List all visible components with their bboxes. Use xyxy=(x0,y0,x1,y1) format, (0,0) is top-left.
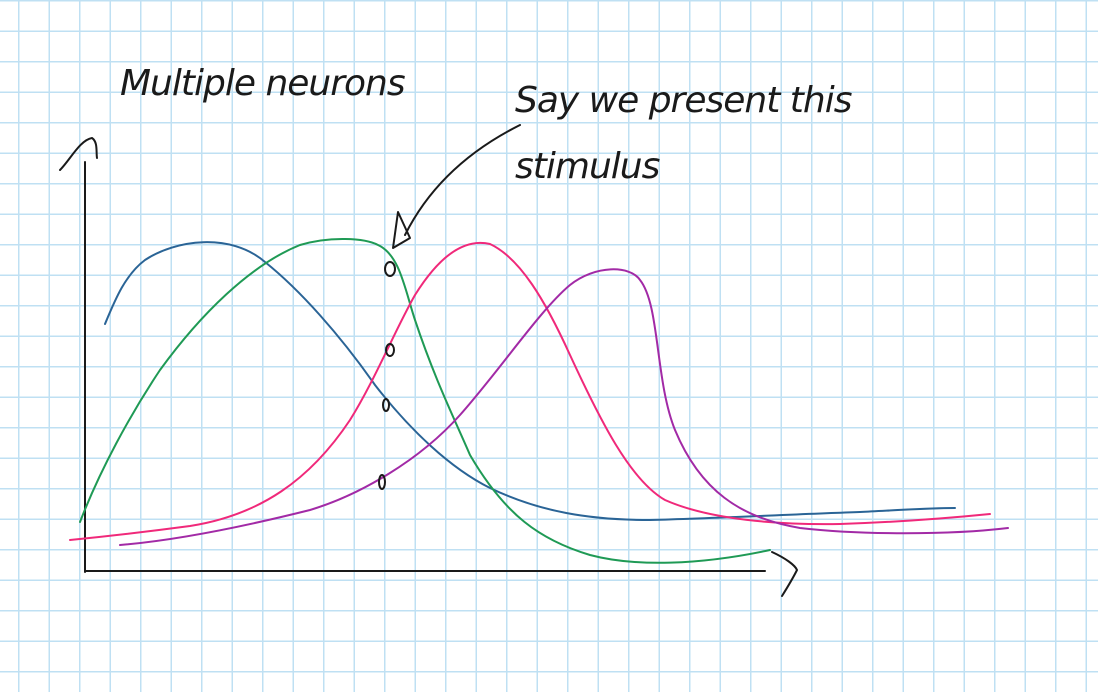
neuron-curve-blue xyxy=(104,241,956,521)
tuning-curves xyxy=(69,238,1009,564)
x-axis-arrow xyxy=(771,551,798,597)
neuron-curve-green xyxy=(79,238,771,564)
stimulus-marker-green xyxy=(384,261,396,277)
title-text: Multiple neurons xyxy=(120,63,405,104)
annotation-arrow xyxy=(392,124,521,249)
stimulus-marker-pink xyxy=(385,343,395,357)
stimulus-marker-purple xyxy=(378,474,386,490)
stimulus-markers xyxy=(378,261,396,490)
axes xyxy=(59,137,798,597)
annotation-line-1: Say we present this xyxy=(515,80,852,121)
arrow-shaft xyxy=(404,124,521,236)
arrow-head xyxy=(392,211,411,249)
annotation-line-2: stimulus xyxy=(515,146,660,187)
y-axis-arrow xyxy=(59,137,98,171)
neuron-curve-purple xyxy=(119,268,1009,546)
stimulus-marker-blue xyxy=(382,398,390,412)
neuron-curve-pink xyxy=(69,241,991,541)
